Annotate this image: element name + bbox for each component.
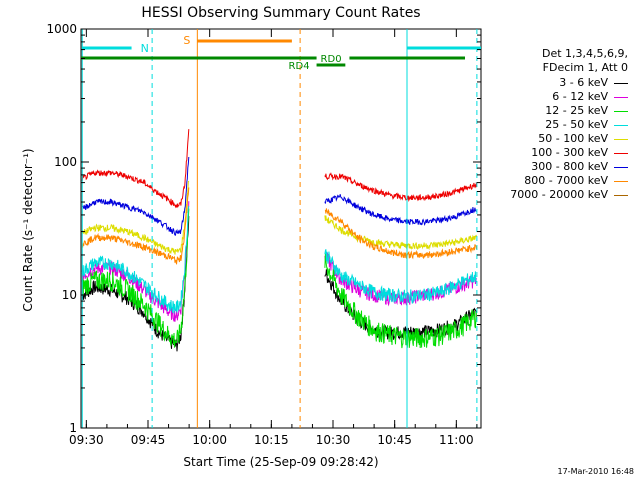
- series-line-25_50keV-seg1: [81, 206, 190, 314]
- x-tick-label: 09:45: [131, 433, 166, 447]
- legend-label: 6 - 12 keV: [552, 90, 608, 103]
- legend-item: 50 - 100 keV: [538, 132, 628, 146]
- series-line-800_7000keV-seg1: [81, 187, 190, 265]
- y-tick-label: 100: [54, 155, 77, 169]
- legend-item: 25 - 50 keV: [545, 118, 628, 132]
- legend-label: 50 - 100 keV: [538, 132, 608, 145]
- legend-swatch: [614, 96, 628, 98]
- plot-timestamp: 17-Mar-2010 16:48: [557, 467, 635, 476]
- legend-label: 300 - 800 keV: [531, 160, 608, 173]
- y-tick-label: 10: [62, 288, 77, 302]
- series-line-25_50keV-seg2: [324, 249, 477, 304]
- legend-label: 3 - 6 keV: [559, 76, 608, 89]
- series-line-12_25keV-seg2: [324, 253, 477, 349]
- legend-swatch: [614, 138, 628, 140]
- overlay-markers: N S RD0 RD4: [81, 29, 481, 428]
- y-tick-label: 1000: [46, 22, 77, 36]
- x-tick-label: 10:45: [377, 433, 412, 447]
- legend-item: 7000 - 20000 keV: [510, 188, 628, 202]
- legend-item: 3 - 6 keV: [559, 76, 628, 90]
- legend-item: 12 - 25 keV: [545, 104, 628, 118]
- legend-label: 25 - 50 keV: [545, 118, 608, 131]
- series-line-50_100keV-seg2: [324, 215, 477, 251]
- legend-item: 100 - 300 keV: [531, 146, 628, 160]
- legend-header-line: FDecim 1, Att 0: [542, 61, 628, 74]
- plot-border: [80, 28, 482, 429]
- legend-swatch: [614, 110, 628, 112]
- series-line-100_300keV-seg2: [324, 172, 477, 203]
- x-axis-label: Start Time (25-Sep-09 09:28:42): [183, 455, 378, 469]
- y-axis-label: Count Rate (s⁻¹ detector⁻¹): [21, 148, 35, 311]
- y-tick-label: 1: [69, 421, 77, 435]
- legend-label: 800 - 7000 keV: [524, 174, 608, 187]
- legend-label: 7000 - 20000 keV: [510, 188, 608, 201]
- series-line-100_300keV-seg1: [81, 129, 190, 209]
- axes: 1 10 100 1000 09:30 09:45 10:00 10:15 10:30 10:45…: [46, 22, 481, 447]
- legend-header-line: Det 1,3,4,5,6,9,: [541, 47, 628, 60]
- decim-rd0-label: RD0: [321, 54, 342, 65]
- data-marks: [81, 129, 477, 352]
- legend-swatch: [614, 152, 628, 154]
- x-tick-label: 10:00: [192, 433, 227, 447]
- legend-swatch: [614, 166, 628, 168]
- series-line-300_800keV-seg1: [82, 156, 190, 236]
- chart-title: HESSI Observing Summary Count Rates: [141, 5, 420, 21]
- legend-swatch: [614, 82, 628, 84]
- legend-label: 12 - 25 keV: [545, 104, 608, 117]
- plot-frame: [80, 28, 482, 429]
- saa-label: S: [183, 34, 190, 47]
- x-tick-label: 10:30: [316, 433, 351, 447]
- series-line-50_100keV-seg1: [81, 180, 190, 255]
- legend-swatch: [614, 124, 628, 126]
- legend-item: 6 - 12 keV: [552, 90, 628, 104]
- legend-item: 300 - 800 keV: [531, 160, 628, 174]
- series-line-12_25keV-seg1: [81, 208, 190, 348]
- x-tick-label: 11:00: [439, 433, 474, 447]
- x-tick-label: 09:30: [69, 433, 104, 447]
- legend-swatch: [614, 194, 628, 196]
- legend-item: 800 - 7000 keV: [524, 174, 628, 188]
- night-label: N: [141, 42, 149, 55]
- series-line-300_800keV-seg2: [324, 194, 477, 226]
- decim-rd4-label: RD4: [289, 61, 310, 72]
- x-tick-label: 10:15: [254, 433, 289, 447]
- legend-swatch: [614, 180, 628, 182]
- series-line-800_7000keV-seg2: [324, 208, 477, 260]
- legend-label: 100 - 300 keV: [531, 146, 608, 159]
